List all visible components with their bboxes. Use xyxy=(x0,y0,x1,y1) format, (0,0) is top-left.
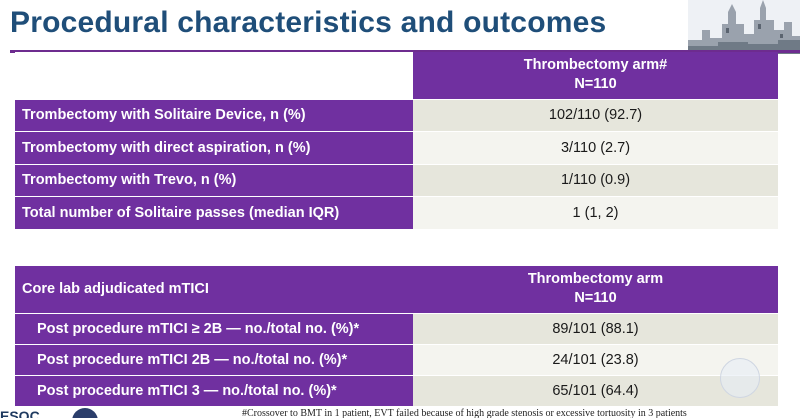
mtici-table: Core lab adjudicated mTICI Thrombectomy … xyxy=(15,266,778,406)
page-title: Procedural characteristics and outcomes xyxy=(10,6,607,39)
title-rule xyxy=(10,50,800,53)
header-n-label: N=110 xyxy=(574,290,617,307)
row-label: Total number of Solitaire passes (median… xyxy=(15,196,413,229)
table-row: Total number of Solitaire passes (median… xyxy=(15,196,778,229)
table-row: Post procedure mTICI 3 — no./total no. (… xyxy=(15,374,778,406)
row-value: 1 (1, 2) xyxy=(413,196,778,229)
header-arm-label: Thrombectomy arm xyxy=(527,271,664,288)
header-label-cell: Core lab adjudicated mTICI xyxy=(15,266,413,313)
table-row: Trombectomy with direct aspiration, n (%… xyxy=(15,131,778,164)
row-label: Post procedure mTICI 3 — no./total no. (… xyxy=(15,374,413,406)
header-arm-cell: Thrombectomy arm N=110 xyxy=(413,266,778,313)
header-empty-cell xyxy=(15,52,413,99)
row-label: Trombectomy with direct aspiration, n (%… xyxy=(15,131,413,164)
watermark-icon xyxy=(720,358,760,398)
row-label: Post procedure mTICI ≥ 2B — no./total no… xyxy=(15,312,413,344)
row-value: 89/101 (88.1) xyxy=(413,312,778,344)
header-arm-cell: Thrombectomy arm# N=110 xyxy=(413,52,778,99)
logo-circle-icon xyxy=(72,408,98,418)
header-arm-label: Thrombectomy arm# xyxy=(523,57,668,74)
footnote: #Crossover to BMT in 1 patient, EVT fail… xyxy=(242,408,687,418)
esoc-logo: ESOC xyxy=(0,408,40,418)
row-label: Post procedure mTICI 2B — no./total no. … xyxy=(15,343,413,375)
row-label: Trombectomy with Trevo, n (%) xyxy=(15,163,413,197)
header-n-label: N=110 xyxy=(574,76,617,93)
table-row: Post procedure mTICI ≥ 2B — no./total no… xyxy=(15,312,778,344)
row-value: 1/110 (0.9) xyxy=(413,163,778,197)
procedural-table: Thrombectomy arm# N=110 Trombectomy with… xyxy=(15,52,778,229)
castle-icon xyxy=(688,0,800,54)
row-value: 65/101 (64.4) xyxy=(413,374,778,406)
table-row: Trombectomy with Solitaire Device, n (%)… xyxy=(15,98,778,132)
row-label: Trombectomy with Solitaire Device, n (%) xyxy=(15,98,413,132)
table-header-row: Core lab adjudicated mTICI Thrombectomy … xyxy=(15,266,778,313)
row-value: 3/110 (2.7) xyxy=(413,131,778,164)
table-row: Post procedure mTICI 2B — no./total no. … xyxy=(15,343,778,375)
row-value: 102/110 (92.7) xyxy=(413,98,778,132)
row-value: 24/101 (23.8) xyxy=(413,343,778,375)
table-row: Trombectomy with Trevo, n (%) 1/110 (0.9… xyxy=(15,163,778,197)
header-mtici-label: Core lab adjudicated mTICI xyxy=(22,281,209,298)
table-header-row: Thrombectomy arm# N=110 xyxy=(15,52,778,99)
